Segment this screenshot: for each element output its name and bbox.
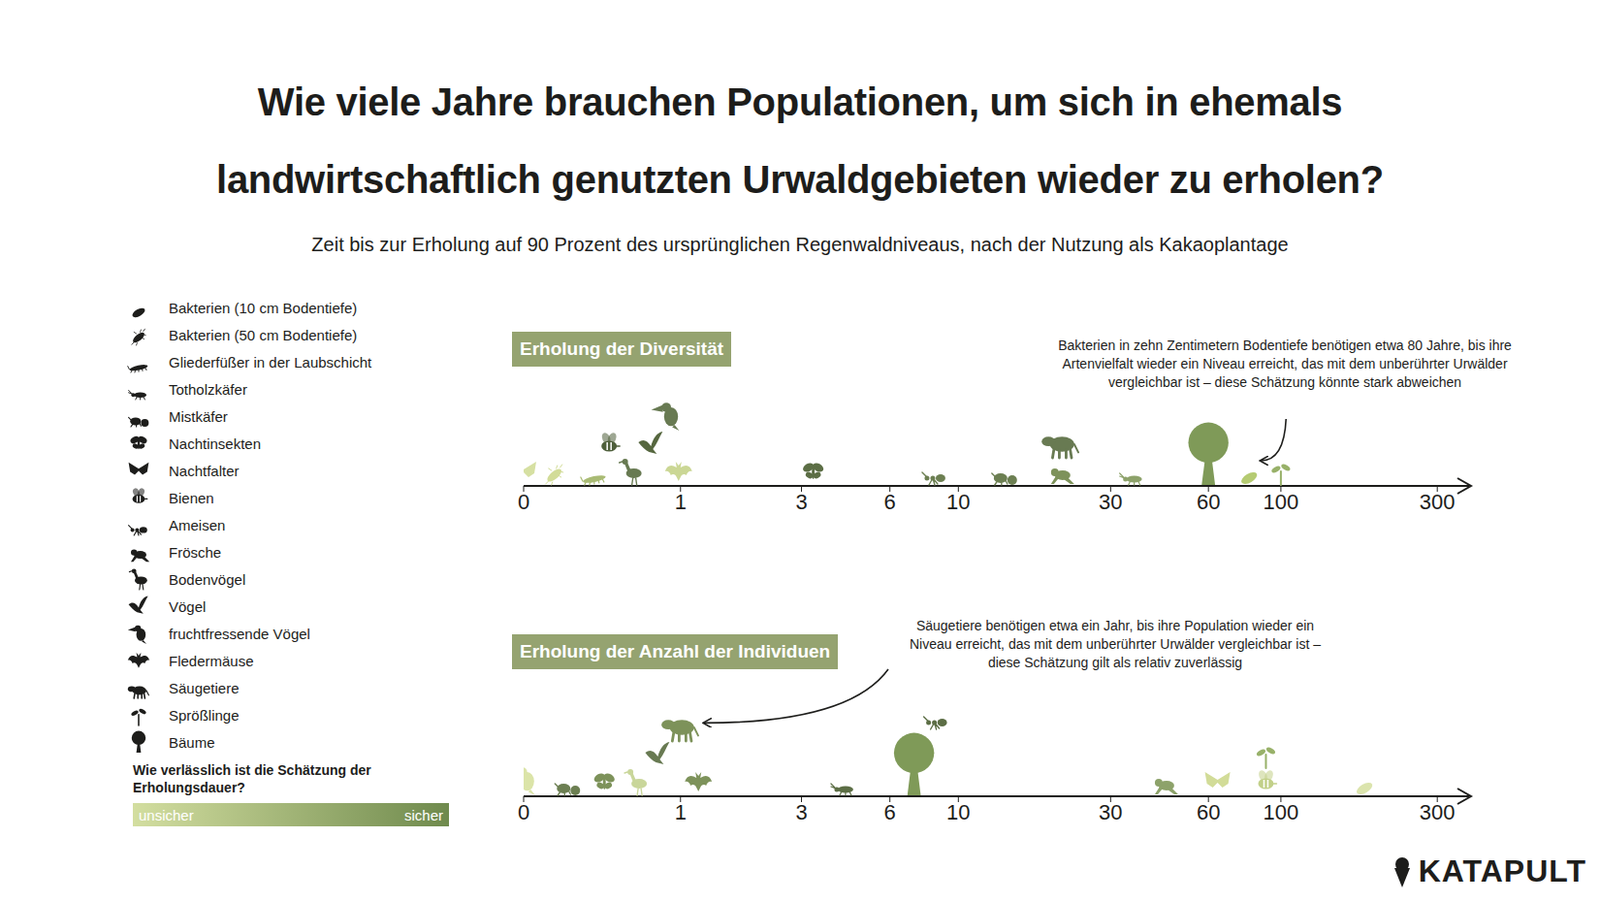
svg-text:6: 6: [884, 800, 896, 825]
svg-text:60: 60: [1196, 800, 1220, 825]
html-text:Erholung der Anzahl der Indivi: Erholung der Anzahl der Individuen: [519, 640, 831, 662]
svg-text:60: 60: [1196, 489, 1220, 514]
html-text:Fledermäuse: Fledermäuse: [168, 652, 254, 669]
html-text:Bakterien (50 cm Bodentiefe): Bakterien (50 cm Bodentiefe): [168, 326, 358, 343]
svg-text:100: 100: [1263, 800, 1300, 825]
svg-text:0: 0: [517, 489, 530, 514]
svg-text:300: 300: [1419, 489, 1456, 514]
html-text:Wie viele Jahre brauchen Popul: Wie viele Jahre brauchen Populationen, u…: [216, 80, 1384, 201]
svg-text:6: 6: [884, 489, 896, 514]
html-text:Nachtinsekten: Nachtinsekten: [168, 434, 261, 452]
html-text:Vögel: Vögel: [168, 597, 206, 615]
svg-text:100: 100: [1263, 489, 1300, 514]
html-text:unsicher: unsicher: [138, 806, 194, 823]
html-text:Bakterien in zehn Zentimetern: Bakterien in zehn Zentimetern Bodentiefe…: [1058, 337, 1512, 390]
html-text:Gliederfüßer in der Laubschich: Gliederfüßer in der Laubschicht: [168, 353, 372, 370]
html-text:Zeit bis zur Erholung auf 90 P: Zeit bis zur Erholung auf 90 Prozent des…: [311, 233, 1289, 256]
svg-text:10: 10: [946, 800, 970, 825]
html-text:Wie verlässlich ist die Schätz: Wie verlässlich ist die Schätzung der Er…: [132, 762, 372, 796]
svg-text:30: 30: [1098, 800, 1122, 825]
svg-text:1: 1: [674, 489, 687, 514]
html-text:fruchtfressende Vögel: fruchtfressende Vögel: [168, 624, 311, 642]
html-text:Bodenvögel: Bodenvögel: [168, 570, 246, 588]
svg-text:10: 10: [946, 489, 970, 514]
html-text:Bienen: Bienen: [168, 489, 215, 506]
html-text:Bakterien (10 cm Bodentiefe): Bakterien (10 cm Bodentiefe): [168, 299, 358, 316]
html-text:Frösche: Frösche: [168, 543, 222, 560]
html-text:KATAPULT: KATAPULT: [1418, 853, 1587, 889]
html-text:Ameisen: Ameisen: [168, 516, 226, 533]
html-text:Säugetiere: Säugetiere: [168, 679, 240, 696]
html-text:Sprößlinge: Sprößlinge: [168, 706, 240, 723]
html-text:sicher: sicher: [404, 806, 444, 823]
html-text:Nachtfalter: Nachtfalter: [168, 462, 240, 479]
html-text:Erholung der Diversität: Erholung der Diversität: [519, 338, 724, 359]
html-text:Totholzkäfer: Totholzkäfer: [168, 380, 248, 398]
svg-text:3: 3: [795, 489, 807, 514]
svg-text:300: 300: [1419, 800, 1456, 825]
html-text:Bäume: Bäume: [168, 733, 215, 751]
html-text:Mistkäfer: Mistkäfer: [168, 407, 228, 425]
svg-text:3: 3: [795, 800, 807, 825]
svg-text:30: 30: [1098, 489, 1122, 514]
html-text:Säugetiere benötigen etwa ein: Säugetiere benötigen etwa ein Jahr, bis …: [909, 617, 1321, 671]
svg-text:1: 1: [674, 800, 687, 825]
svg-text:0: 0: [517, 800, 530, 825]
